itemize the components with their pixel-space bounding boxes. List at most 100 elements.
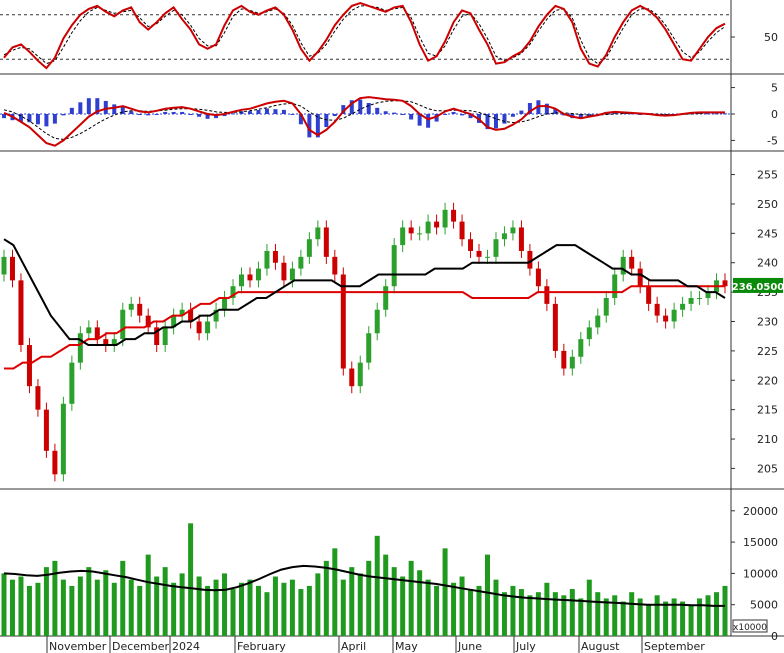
macd-panel (0, 96, 731, 147)
macd-histogram-bar (298, 114, 303, 125)
macd-histogram-bar (290, 114, 295, 115)
volume-bar (451, 582, 457, 636)
macd-histogram-bar (154, 114, 159, 115)
volume-bar (1, 573, 7, 636)
volume-bar (722, 585, 728, 636)
volume-bar (518, 589, 524, 636)
price-candle-body (442, 209, 448, 228)
macd-histogram-bar (358, 99, 363, 114)
price-candle-body (705, 292, 711, 298)
macd-histogram-bar (468, 114, 473, 119)
volume-bar (561, 595, 567, 636)
price-candle-body (18, 280, 24, 346)
month-label-july: July (515, 640, 536, 653)
price-tick-label-220: 220 (757, 374, 778, 387)
macd-histogram-bar (451, 111, 456, 114)
macd-histogram-bar (443, 114, 448, 115)
price-candle-body (332, 256, 338, 275)
volume-bar (595, 592, 601, 636)
price-candle-body (213, 309, 219, 322)
macd-tick-label--5: -5 (767, 134, 778, 147)
macd-histogram-bar (417, 114, 422, 126)
price-candle-body (434, 221, 440, 228)
price-candle-body (629, 256, 635, 269)
volume-unit-box (732, 619, 768, 633)
macd-histogram-bar (18, 114, 23, 122)
macd-histogram-bar (129, 111, 134, 114)
price-candle-body (315, 227, 321, 240)
price-candle-body (366, 333, 372, 363)
volume-bar (255, 585, 261, 636)
volume-bar (43, 567, 49, 636)
volume-bar (714, 592, 720, 636)
volume-bar (680, 601, 686, 636)
price-candle-body (535, 268, 541, 287)
price-candle-body (620, 256, 626, 275)
last-price-tag (733, 277, 783, 293)
price-candle-body (586, 327, 592, 340)
macd-histogram-bar (324, 114, 329, 128)
stochastic-panel (0, 1, 731, 70)
volume-bar (18, 576, 24, 636)
volume-bar (620, 601, 626, 636)
price-candle-body (510, 227, 516, 234)
macd-histogram-bar (510, 114, 515, 117)
month-label-april: April (341, 640, 366, 653)
macd-histogram-bar (86, 98, 91, 114)
price-candle-body (663, 315, 669, 322)
volume-bar (179, 573, 185, 636)
volume-bar (289, 579, 295, 636)
price-tick-label-240: 240 (757, 257, 778, 270)
volume-bar (510, 585, 516, 636)
volume-bar (637, 598, 643, 636)
volume-bar (230, 589, 236, 636)
macd-histogram-bar (239, 111, 244, 114)
macd-histogram-bar (61, 114, 66, 116)
macd-histogram-bar (103, 100, 108, 114)
price-candle-body (77, 333, 83, 363)
price-candle-body (595, 315, 601, 328)
volume-bar (162, 567, 168, 636)
price-candle-body (722, 280, 728, 287)
month-label-december: December (112, 640, 170, 653)
volume-bar (171, 582, 177, 636)
price-candle-body (408, 227, 414, 234)
volume-bar (35, 582, 41, 636)
price-candle-body (400, 227, 406, 246)
volume-tick-label-5000: 5000 (750, 599, 778, 612)
price-candle-body (654, 303, 660, 316)
price-candle-body (501, 233, 507, 240)
price-candle-body (484, 256, 490, 258)
macd-histogram-bar (120, 106, 125, 114)
volume-bar (222, 573, 228, 636)
volume-bar (188, 523, 194, 636)
macd-signal-line (3, 100, 725, 140)
macd-histogram-bar (137, 114, 142, 115)
price-candle-body (26, 345, 32, 387)
macd-histogram-bar (409, 114, 414, 120)
price-candle-body (476, 250, 482, 257)
volume-unit-label: x10000 (733, 623, 767, 633)
price-tick-label-215: 215 (757, 404, 778, 417)
price-tick-label-245: 245 (757, 227, 778, 240)
macd-histogram-bar (485, 114, 490, 130)
price-candle-body (247, 274, 253, 281)
macd-histogram-bar (315, 114, 320, 138)
volume-bar (111, 582, 117, 636)
macd-histogram-bar (197, 114, 202, 117)
price-candle-body (162, 327, 168, 346)
volume-bar (629, 592, 635, 636)
volume-bar (578, 598, 584, 636)
volume-bar (612, 595, 618, 636)
volume-bar (544, 582, 550, 636)
price-candle-body (340, 274, 346, 369)
volume-bar (468, 589, 474, 636)
macd-histogram-bar (332, 114, 337, 117)
macd-histogram-bar (112, 104, 117, 114)
volume-bar (205, 585, 211, 636)
price-candle-body (60, 403, 66, 475)
volume-bar (120, 560, 126, 636)
macd-histogram-bar (460, 114, 465, 116)
month-label-september: September (644, 640, 705, 653)
macd-tick-label-5: 5 (771, 82, 778, 95)
